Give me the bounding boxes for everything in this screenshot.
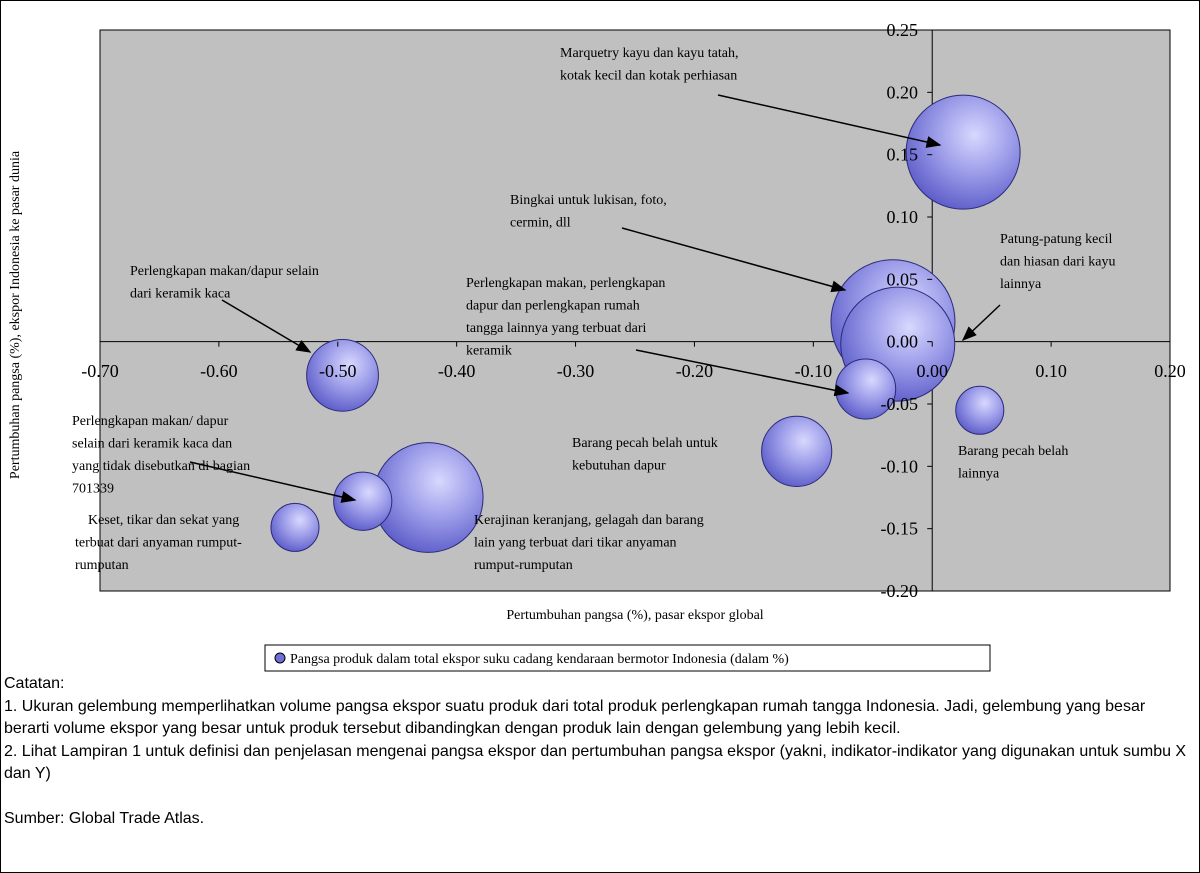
x-tick-label: -0.70 (81, 361, 119, 381)
y-tick-label: 0.05 (887, 269, 919, 289)
annotation-arrow (189, 461, 357, 503)
x-tick-label: -0.10 (795, 361, 833, 381)
bubble (270, 502, 320, 552)
annotation: Bingkai untuk lukisan, foto, (510, 193, 667, 208)
annotation: kebutuhan dapur (572, 459, 666, 474)
y-tick-label: -0.10 (881, 456, 919, 476)
annotation: rumput-rumputan (474, 558, 573, 573)
annotation-arrow (221, 299, 312, 353)
annotation: lain yang terbuat dari tikar anyaman (474, 536, 677, 551)
annotation: dari keramik kaca (130, 287, 231, 302)
annotation: Marquetry kayu dan kayu tatah, (560, 46, 738, 61)
legend (264, 644, 991, 672)
annotation: Perlengkapan makan, perlengkapan (466, 276, 665, 291)
legend-label: Pangsa produk dalam total ekspor suku ca… (290, 652, 789, 667)
bubble (306, 338, 379, 412)
x-tick-label: -0.40 (438, 361, 476, 381)
notes-heading: Catatan: (4, 675, 65, 692)
annotation: Barang pecah belah (958, 444, 1068, 459)
x-tick-label: -0.60 (200, 361, 238, 381)
x-tick-label: -0.30 (557, 361, 595, 381)
annotation: Keset, tikar dan sekat yang (88, 513, 239, 528)
y-tick-label: -0.20 (881, 581, 919, 601)
annotation-arrow (635, 349, 850, 397)
y-tick-label: 0.15 (887, 145, 919, 165)
bubble (761, 415, 833, 487)
annotation: Perlengkapan makan/ dapur (72, 414, 229, 429)
annotation-arrow (717, 94, 942, 148)
annotation-arrow (621, 227, 847, 293)
annotation: Perlengkapan makan/dapur selain (130, 264, 319, 279)
annotation: terbuat dari anyaman rumput- (75, 536, 242, 551)
note-item: 2. Lihat Lampiran 1 untuk definisi dan p… (4, 742, 1187, 783)
annotation: keramik (466, 344, 512, 359)
x-tick-label: -0.50 (319, 361, 357, 381)
annotation: kotak kecil dan kotak perhiasan (560, 69, 737, 84)
bubble (905, 94, 1021, 210)
y-tick-label: -0.15 (881, 519, 919, 539)
annotation: tangga lainnya yang terbuat dari (466, 321, 646, 336)
annotation: rumputan (75, 558, 129, 573)
y-tick-label: 0.25 (887, 20, 919, 40)
y-tick-label: 0.20 (887, 82, 919, 102)
annotation: dapur dan perlengkapan rumah (466, 299, 640, 314)
annotation: Kerajinan keranjang, gelagah dan barang (474, 513, 704, 528)
annotation: Patung-patung kecil (1000, 232, 1112, 247)
chart: Pertumbuhan pangsa (%), pasar ekspor glo… (8, 20, 1186, 672)
y-tick-label: 0.00 (887, 332, 919, 352)
annotation: dan hiasan dari kayu (1000, 255, 1115, 270)
y-axis-title: Pertumbuhan pangsa (%), ekspor Indonesia… (8, 150, 23, 479)
source: Sumber: Global Trade Atlas. (4, 809, 205, 827)
annotation: lainnya (1000, 277, 1042, 292)
y-tick-label: 0.10 (887, 207, 919, 227)
notes: Catatan: 1. Ukuran gelembung memperlihat… (4, 673, 1192, 830)
x-tick-label: 0.20 (1154, 361, 1186, 381)
annotation: cermin, dll (510, 216, 571, 231)
x-tick-label: 0.00 (916, 361, 948, 381)
x-tick-label: 0.10 (1035, 361, 1067, 381)
note-item: 1. Ukuran gelembung memperlihatkan volum… (4, 697, 1146, 738)
y-tick-label: -0.05 (881, 394, 919, 414)
bubble (333, 471, 393, 531)
annotation: selain dari keramik kaca dan (72, 437, 232, 452)
x-tick-label: -0.20 (676, 361, 714, 381)
annotation: yang tidak disebutkan di bagian (72, 459, 250, 474)
x-axis-title: Pertumbuhan pangsa (%), pasar ekspor glo… (506, 608, 763, 623)
bubble (955, 385, 1005, 435)
annotation: Barang pecah belah untuk (572, 436, 718, 451)
annotation-arrow (961, 304, 1001, 342)
annotation: 701339 (72, 482, 114, 497)
annotation: lainnya (958, 467, 1000, 482)
legend-marker (274, 652, 286, 664)
